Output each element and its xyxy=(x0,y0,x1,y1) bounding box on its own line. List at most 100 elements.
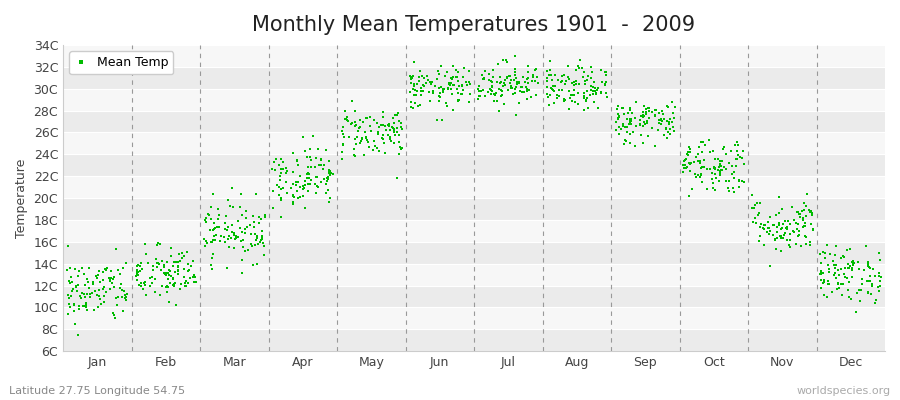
Mean Temp xyxy=(860,278,875,284)
Mean Temp xyxy=(346,152,361,158)
Mean Temp xyxy=(796,207,811,213)
Mean Temp xyxy=(486,74,500,80)
Mean Temp xyxy=(623,116,637,122)
Mean Temp xyxy=(690,158,705,164)
Mean Temp xyxy=(540,78,554,84)
Mean Temp xyxy=(61,311,76,317)
Mean Temp xyxy=(484,82,499,89)
Mean Temp xyxy=(778,224,793,231)
Mean Temp xyxy=(824,289,839,296)
Mean Temp xyxy=(527,66,542,73)
Mean Temp xyxy=(83,291,97,298)
Mean Temp xyxy=(309,174,323,180)
Mean Temp xyxy=(464,81,478,87)
Mean Temp xyxy=(390,175,404,181)
Mean Temp xyxy=(130,270,144,276)
Mean Temp xyxy=(779,224,794,230)
Mean Temp xyxy=(153,292,167,298)
Mean Temp xyxy=(394,120,409,126)
Mean Temp xyxy=(336,124,350,130)
Mean Temp xyxy=(151,240,166,247)
Mean Temp xyxy=(641,133,655,139)
Mean Temp xyxy=(72,292,86,299)
Mean Temp xyxy=(544,84,558,91)
Mean Temp xyxy=(722,160,736,166)
Mean Temp xyxy=(416,88,430,94)
Mean Temp xyxy=(865,283,879,289)
Mean Temp xyxy=(98,266,112,272)
Mean Temp xyxy=(717,144,732,150)
Mean Temp xyxy=(578,78,592,84)
Bar xyxy=(63,220,885,242)
Mean Temp xyxy=(302,171,317,177)
Mean Temp xyxy=(760,229,775,235)
Mean Temp xyxy=(310,155,324,162)
Mean Temp xyxy=(771,222,786,228)
Mean Temp xyxy=(623,117,637,123)
Mean Temp xyxy=(635,114,650,121)
Mean Temp xyxy=(436,88,450,94)
Mean Temp xyxy=(711,167,725,174)
Mean Temp xyxy=(166,262,181,269)
Mean Temp xyxy=(162,299,176,306)
Mean Temp xyxy=(507,77,521,83)
Mean Temp xyxy=(236,244,250,250)
Mean Temp xyxy=(85,290,99,296)
Mean Temp xyxy=(454,90,468,97)
Mean Temp xyxy=(872,250,886,257)
Mean Temp xyxy=(220,196,235,203)
Mean Temp xyxy=(662,116,677,122)
Mean Temp xyxy=(499,57,513,63)
Mean Temp xyxy=(861,264,876,270)
Mean Temp xyxy=(691,143,706,150)
Mean Temp xyxy=(221,244,236,250)
Mean Temp xyxy=(274,194,289,201)
Mean Temp xyxy=(311,184,326,190)
Mean Temp xyxy=(629,123,643,129)
Mean Temp xyxy=(180,249,194,255)
Mean Temp xyxy=(321,168,336,174)
Mean Temp xyxy=(498,77,512,83)
Mean Temp xyxy=(338,134,352,140)
Mean Temp xyxy=(713,170,727,176)
Mean Temp xyxy=(769,212,783,218)
Mean Temp xyxy=(504,77,518,83)
Mean Temp xyxy=(677,165,691,172)
Mean Temp xyxy=(238,230,252,236)
Mean Temp xyxy=(798,234,813,240)
Mean Temp xyxy=(835,252,850,259)
Mean Temp xyxy=(832,271,846,278)
Mean Temp xyxy=(274,156,289,162)
Mean Temp xyxy=(757,242,771,248)
Mean Temp xyxy=(862,272,877,279)
Mean Temp xyxy=(72,305,86,312)
Mean Temp xyxy=(651,127,665,133)
Mean Temp xyxy=(589,90,603,96)
Mean Temp xyxy=(558,80,572,87)
Mean Temp xyxy=(586,90,600,97)
Mean Temp xyxy=(409,92,423,99)
Mean Temp xyxy=(66,288,80,294)
Mean Temp xyxy=(816,292,831,298)
Mean Temp xyxy=(207,219,221,226)
Mean Temp xyxy=(145,274,159,280)
Mean Temp xyxy=(513,88,527,94)
Mean Temp xyxy=(796,200,811,206)
Mean Temp xyxy=(60,292,75,298)
Mean Temp xyxy=(279,178,293,185)
Mean Temp xyxy=(336,141,350,147)
Mean Temp xyxy=(865,281,879,288)
Mean Temp xyxy=(219,213,233,220)
Mean Temp xyxy=(383,134,398,140)
Mean Temp xyxy=(255,236,269,242)
Mean Temp xyxy=(418,80,433,86)
Mean Temp xyxy=(392,118,406,124)
Mean Temp xyxy=(782,242,796,248)
Mean Temp xyxy=(244,231,258,238)
Mean Temp xyxy=(77,290,92,297)
Mean Temp xyxy=(540,75,554,81)
Mean Temp xyxy=(665,118,680,125)
Mean Temp xyxy=(554,87,569,93)
Mean Temp xyxy=(406,72,420,79)
Mean Temp xyxy=(133,262,148,269)
